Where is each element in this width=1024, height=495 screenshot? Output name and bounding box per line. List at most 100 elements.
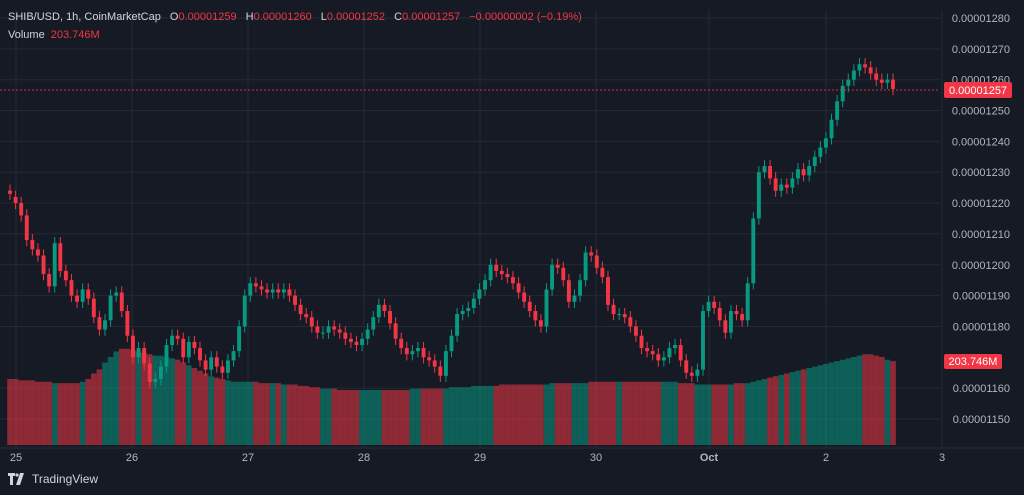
volume-bar <box>504 384 511 445</box>
volume-bar <box>532 384 539 445</box>
candle-body <box>846 79 851 86</box>
volume-bar <box>398 390 404 445</box>
candle-body <box>170 335 175 345</box>
volume-bar <box>694 384 701 445</box>
candle-body <box>427 357 432 361</box>
volume-bar <box>493 385 500 445</box>
candle-body <box>818 147 823 157</box>
candle-body <box>35 249 40 256</box>
volume-bar <box>677 383 684 445</box>
candle-body <box>471 298 476 308</box>
volume-bar <box>57 383 64 445</box>
volume-bar <box>683 383 690 445</box>
volume-bar <box>515 384 522 445</box>
high-label: H <box>245 11 254 23</box>
candle-body <box>505 274 510 278</box>
volume-bar <box>454 387 460 445</box>
candle-body <box>287 289 292 296</box>
tradingview-logo[interactable]: TradingView <box>8 472 98 486</box>
volume-bar <box>443 388 449 445</box>
volume-bar <box>186 365 192 445</box>
volume-bar <box>750 381 757 445</box>
candle-body <box>147 363 152 382</box>
volume-bar <box>666 381 673 445</box>
volume-bar <box>867 354 874 445</box>
volume-bar <box>465 387 472 445</box>
volume-bar <box>118 348 125 445</box>
candle-body <box>667 348 672 358</box>
y-tick-label: 0.00001250 <box>952 106 1010 118</box>
candle-body <box>142 348 147 364</box>
candle-body <box>566 280 571 302</box>
last-price-label: 0.00001257 <box>949 85 1007 97</box>
candle-body <box>851 70 856 80</box>
volume-bar <box>526 384 533 445</box>
candle-body <box>214 357 219 367</box>
volume-bar <box>521 384 527 445</box>
candle-body <box>449 335 454 352</box>
volume-bar <box>566 383 572 445</box>
volume-bar <box>448 387 455 445</box>
volume-bar <box>610 381 617 445</box>
volume-bar <box>51 383 58 445</box>
candle-body <box>393 323 398 339</box>
candle-body <box>460 311 465 315</box>
volume-bar <box>577 383 583 445</box>
candle-body <box>410 351 415 355</box>
candle-body <box>751 218 756 284</box>
volume-bar <box>733 383 740 445</box>
candle-body <box>438 366 443 376</box>
candle-body <box>879 79 884 83</box>
volume-bar <box>258 383 265 445</box>
volume-label[interactable]: Volume <box>8 29 45 41</box>
y-tick-label: 0.00001150 <box>953 414 1010 426</box>
time-axis[interactable]: 25 26 27 28 29 30 Oct 2 3 <box>10 452 945 464</box>
candle-body <box>734 311 739 315</box>
y-tick-label: 0.00001240 <box>952 136 1010 148</box>
symbol-label[interactable]: SHIB/USD, 1h, CoinMarketCap <box>8 11 161 23</box>
volume-bar <box>722 384 729 445</box>
candle-body <box>19 203 24 216</box>
y-tick-label: 0.00001190 <box>953 291 1010 303</box>
candle-body <box>639 335 644 349</box>
candle-body <box>130 335 135 358</box>
volume-bar <box>728 384 734 445</box>
candle-body <box>611 304 616 315</box>
candle-body <box>69 280 74 296</box>
candle-body <box>796 169 800 179</box>
price-axis[interactable]: 0.000012800.000012700.000012600.00001250… <box>952 13 1010 426</box>
volume-bar <box>364 390 371 445</box>
volume-bar <box>35 381 41 445</box>
volume-bar <box>68 383 75 445</box>
volume-bar <box>141 352 147 445</box>
chart-legend: SHIB/USD, 1h, CoinMarketCap O0.00001259 … <box>8 8 582 44</box>
candle-body <box>309 317 314 327</box>
candle-body <box>304 314 309 318</box>
volume-bar <box>264 383 270 445</box>
candle-body <box>164 344 169 367</box>
volume-bar <box>549 383 555 445</box>
volume-bar <box>314 387 321 445</box>
volume-bar <box>124 348 131 445</box>
candle-body <box>488 264 493 281</box>
low-value: 0.00001252 <box>326 11 386 23</box>
x-tick-label: 29 <box>474 452 486 464</box>
x-tick-label: 3 <box>939 452 945 464</box>
volume-bar <box>756 380 762 445</box>
candle-body <box>181 338 186 358</box>
candle-body <box>343 332 348 339</box>
volume-bar <box>392 390 399 445</box>
candle-body <box>600 267 605 278</box>
candle-body <box>192 341 197 349</box>
volume-bar <box>197 370 203 445</box>
candle-body <box>684 360 689 373</box>
volume-bar <box>476 385 483 445</box>
candle-body <box>281 289 286 293</box>
volume-bar <box>236 381 242 445</box>
candle-body <box>762 166 767 173</box>
volume-bar <box>739 383 745 445</box>
y-tick-label: 0.00001230 <box>952 167 1010 179</box>
candle-body <box>617 314 622 316</box>
candle-body <box>689 372 694 376</box>
